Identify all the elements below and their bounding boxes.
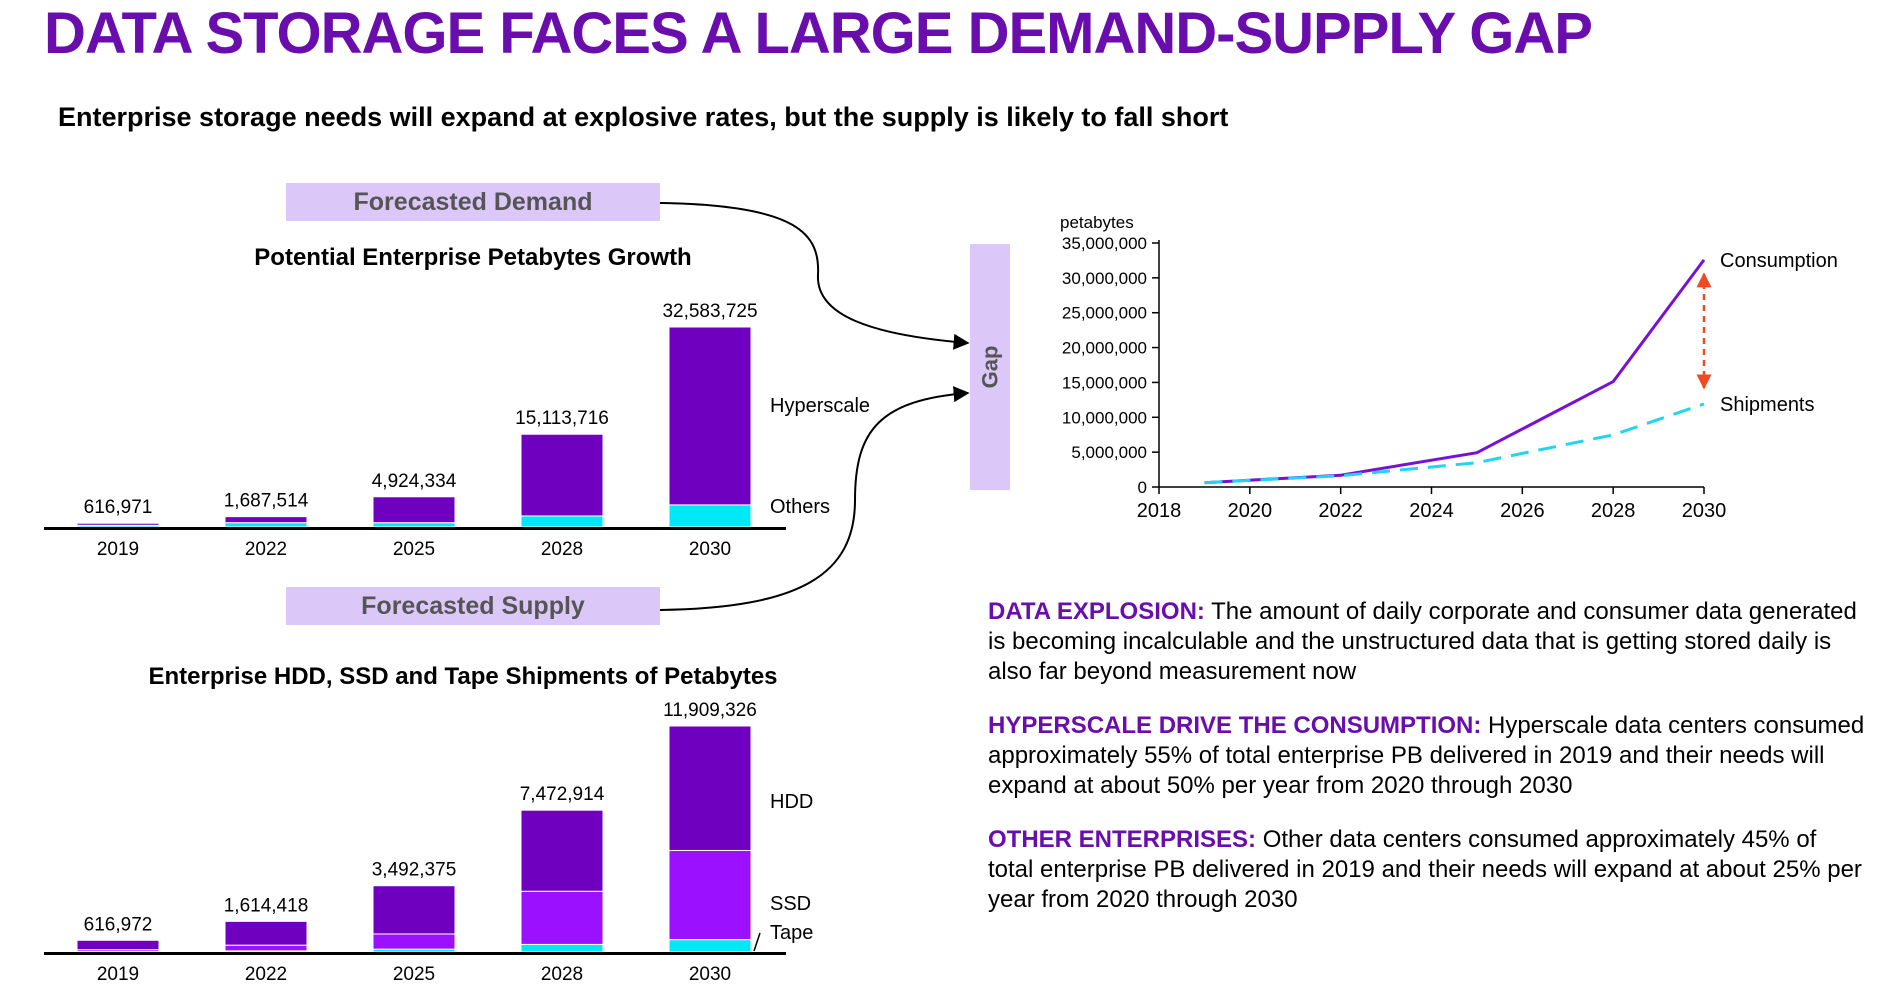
demand-x-tick-label: 2022 [245, 539, 287, 560]
supply-x-tick-label: 2019 [97, 964, 139, 985]
supply-total-label: 1,614,418 [224, 895, 309, 916]
line-chart-x-tick-label: 2030 [1682, 500, 1727, 522]
line-chart-y-tick-label: 30,000,000 [1062, 269, 1147, 288]
demand-bar-chart: Potential Enterprise Petabytes Growth 61… [44, 244, 870, 560]
supply-bar-tape-2028 [520, 943, 604, 953]
demand-bar-others-2022 [224, 522, 308, 528]
demand-chart-title: Potential Enterprise Petabytes Growth [254, 244, 691, 271]
supply-chart-title: Enterprise HDD, SSD and Tape Shipments o… [148, 663, 777, 690]
note-text: The amount of daily corporate and consum… [988, 598, 1857, 685]
demand-to-gap-arrow [659, 202, 970, 350]
note-other-enterprises: OTHER ENTERPRISES: Other data centers co… [988, 825, 1868, 915]
line-chart-x-tick-label: 2022 [1318, 500, 1363, 522]
demand-supply-line-chart: petabytes 0 5,000,000 10,000,000 15,000,000… [1060, 213, 1838, 522]
note-text: Hyperscale data centers consumed approxi… [988, 712, 1865, 799]
note-heading: HYPERSCALE DRIVE THE CONSUMPTION: [988, 712, 1482, 739]
supply-bar-ssd-2025 [372, 933, 456, 950]
page-subtitle: Enterprise storage needs will expand at … [58, 102, 1229, 132]
supply-series-label-hdd: HDD [770, 791, 813, 813]
note-data-explosion: DATA EXPLOSION: The amount of daily corp… [988, 597, 1868, 687]
note-heading: OTHER ENTERPRISES: [988, 826, 1257, 853]
line-chart-y-tick-label: 15,000,000 [1062, 373, 1147, 392]
page-title: DATA STORAGE FACES A LARGE DEMAND-SUPPLY… [44, 1, 1593, 66]
line-series-shipments [1204, 402, 1705, 485]
supply-x-tick-label: 2022 [245, 964, 287, 985]
supply-bar-hdd-2022 [224, 920, 308, 946]
demand-bar-others-2030 [668, 504, 752, 528]
notes-panel: DATA EXPLOSION: The amount of daily corp… [988, 597, 1868, 939]
demand-bar-others-2028 [520, 515, 604, 528]
line-chart-x-tick-label: 2028 [1591, 500, 1636, 522]
supply-bar-hdd-2025 [372, 885, 456, 935]
demand-bar-hyperscale-2030 [668, 326, 752, 506]
demand-bar-hyperscale-2022 [224, 516, 308, 524]
demand-bar-others-2025 [372, 522, 456, 528]
line-chart-y-tick-label: 35,000,000 [1062, 234, 1147, 253]
demand-total-label: 15,113,716 [515, 408, 609, 429]
demand-bar-hyperscale-2028 [520, 433, 604, 517]
line-chart-x-tick-label: 2026 [1500, 500, 1545, 522]
demand-total-label: 4,924,334 [372, 471, 457, 492]
line-chart-y-tick-label: 10,000,000 [1062, 408, 1147, 427]
supply-bar-ssd-2028 [520, 890, 604, 945]
supply-bar-chart: Enterprise HDD, SSD and Tape Shipments o… [44, 663, 813, 985]
line-chart-y-tick-label: 0 [1138, 478, 1147, 497]
supply-bar-tape-2030 [668, 939, 752, 953]
demand-x-tick-label: 2025 [393, 539, 435, 560]
demand-x-tick-label: 2030 [689, 539, 731, 560]
demand-total-label: 32,583,725 [662, 301, 757, 322]
supply-bar-hdd-2030 [668, 725, 752, 851]
demand-x-tick-label: 2028 [541, 539, 583, 560]
supply-x-tick-label: 2025 [393, 964, 435, 985]
note-heading: DATA EXPLOSION: [988, 598, 1205, 625]
line-chart-y-tick-label: 25,000,000 [1062, 304, 1147, 323]
supply-total-label: 11,909,326 [663, 700, 757, 721]
supply-x-tick-label: 2030 [689, 964, 731, 985]
line-chart-y-tick-label: 5,000,000 [1071, 443, 1147, 462]
supply-tape-leader-line [753, 932, 761, 952]
line-chart-y-tick-label: 20,000,000 [1062, 339, 1147, 358]
forecasted-demand-label: Forecasted Demand [286, 183, 660, 221]
line-chart-x-tick-label: 2018 [1137, 500, 1182, 522]
line-chart-x-tick-label: 2024 [1409, 500, 1454, 522]
supply-x-tick-label: 2028 [541, 964, 583, 985]
demand-series-label-hyperscale: Hyperscale [770, 395, 870, 417]
note-text: Other data centers consumed approximatel… [988, 826, 1862, 913]
line-chart-x-tick-label: 2020 [1228, 500, 1273, 522]
demand-bar-hyperscale-2019 [76, 522, 160, 526]
line-series-label-shipments: Shipments [1720, 394, 1815, 416]
demand-total-label: 1,687,514 [224, 491, 309, 512]
gap-box: Gap [970, 244, 1010, 490]
supply-to-gap-arrow [659, 386, 970, 611]
supply-bar-hdd-2019 [76, 939, 160, 951]
supply-bar-ssd-2022 [224, 944, 308, 952]
supply-series-label-tape: Tape [770, 922, 813, 944]
line-chart-ylabel: petabytes [1060, 213, 1134, 232]
forecasted-supply-label: Forecasted Supply [286, 587, 660, 625]
line-series-consumption [1204, 258, 1706, 485]
demand-bar-hyperscale-2025 [372, 496, 456, 524]
supply-total-label: 7,472,914 [520, 784, 605, 805]
demand-total-label: 616,971 [84, 497, 153, 518]
demand-series-label-others: Others [770, 496, 830, 518]
demand-x-tick-label: 2019 [97, 539, 139, 560]
supply-total-label: 3,492,375 [372, 860, 457, 881]
line-series-label-consumption: Consumption [1720, 250, 1838, 272]
supply-bar-ssd-2030 [668, 849, 752, 941]
supply-series-label-ssd: SSD [770, 893, 811, 915]
supply-bar-hdd-2028 [520, 809, 604, 892]
note-hyperscale: HYPERSCALE DRIVE THE CONSUMPTION: Hypers… [988, 711, 1868, 801]
supply-total-label: 616,972 [84, 914, 153, 935]
